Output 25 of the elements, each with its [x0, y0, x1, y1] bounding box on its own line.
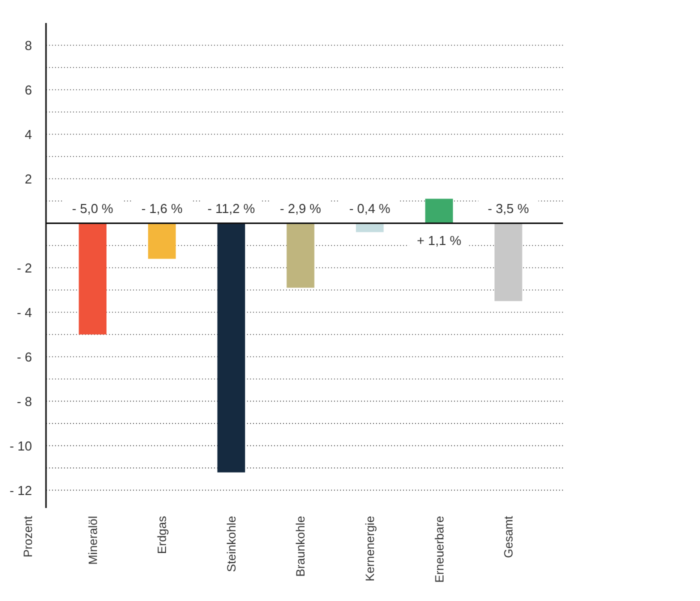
- data-label: - 0,4 %: [349, 201, 391, 216]
- data-label: - 2,9 %: [280, 201, 322, 216]
- data-label: - 5,0 %: [72, 201, 114, 216]
- x-tick-label: Steinkohle: [224, 516, 238, 572]
- y-tick-label: - 10: [10, 438, 32, 454]
- y-tick-label: - 2: [16, 260, 32, 276]
- y-tick-label: - 12: [10, 482, 32, 498]
- x-tick-label: Erneuerbare: [432, 516, 446, 583]
- data-label: - 3,5 %: [488, 201, 530, 216]
- y-tick-label: 2: [24, 171, 32, 186]
- y-tick-label: 6: [24, 82, 32, 98]
- x-tick-label: Kernenergie: [362, 516, 377, 582]
- data-label: - 1,6 %: [141, 201, 183, 216]
- x-tick-label: Braunkohle: [294, 516, 308, 577]
- x-tick-label: Gesamt: [502, 515, 516, 558]
- y-tick-label: - 8: [16, 394, 32, 409]
- x-tick-label: Mineralöl: [86, 516, 100, 565]
- y-tick-label: - 4: [16, 304, 32, 320]
- x-tick-label: Erdgas: [155, 516, 170, 554]
- y-axis-title: Prozent: [21, 515, 36, 558]
- y-tick-label: - 6: [16, 349, 32, 364]
- y-tick-label: 4: [24, 126, 32, 142]
- data-label: - 11,2 %: [207, 201, 256, 216]
- y-tick-label: 8: [24, 38, 32, 53]
- data-label: + 1,1 %: [416, 233, 462, 248]
